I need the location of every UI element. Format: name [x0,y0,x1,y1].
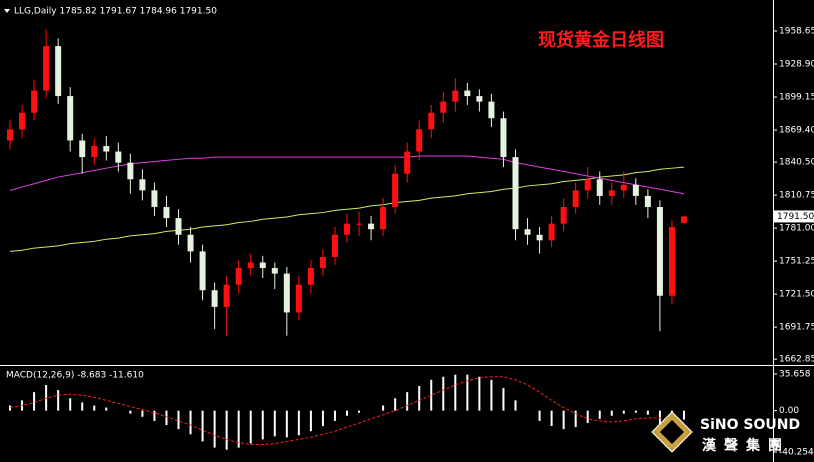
candle-body [139,179,146,191]
candle-body [356,223,363,225]
macd-y-tick-label: 0.00 [779,406,799,416]
candle-body [7,129,14,141]
candle-body [151,190,158,208]
y-tick-label: 1810.75 [779,191,814,201]
candle-body [271,268,278,274]
candle-body [103,146,110,152]
last-price-box [774,210,814,223]
y-tick-label: 1840.50 [779,158,814,168]
candle-body [187,234,194,252]
macd-signal [9,376,685,446]
candle-body [548,223,555,241]
y-tick-label: 1869.40 [779,126,814,136]
logo-name: SiNO SOUND [700,417,800,433]
candle-body [536,234,543,241]
header-arrow [4,9,10,13]
candle-body [247,262,254,269]
y-tick-label: 1899.15 [779,93,814,103]
candle-body [163,207,170,219]
candle-body [476,96,483,102]
y-tick-label: 1662.85 [779,355,814,365]
candle-body [596,179,603,196]
candle-body [500,118,507,158]
candle-body [175,218,182,235]
candle-body [620,184,627,191]
candle-body [680,216,687,223]
candle-body [67,96,74,141]
macd-y-tick-label: 35.658 [779,370,811,380]
candle-body [368,223,375,230]
candle-body [127,162,134,180]
candle-body [560,207,567,224]
candle-body [428,112,435,130]
candle-body [115,151,122,163]
candle-body [319,256,326,269]
candle-body [440,101,447,113]
candle-body [223,284,230,307]
y-tick-label: 1751.25 [779,257,814,267]
candle-body [464,90,471,97]
candle-body [488,101,495,119]
chart-title: 现货黄金日线图 [538,29,664,51]
candle-body [79,140,86,158]
y-tick-label: 1781.00 [779,224,814,234]
candle-body [608,190,615,196]
candle-body [404,151,411,174]
header: LLG,Daily 1785.82 1791.67 1784.96 1791.5… [14,7,217,17]
candle-body [512,157,519,230]
candle-body [199,251,206,291]
last-price-label: 1791.50 [777,212,814,222]
moving-average [9,155,685,195]
candle-body [416,129,423,152]
candle-body [380,207,387,230]
y-tick-label: 1928.90 [779,60,814,70]
candle-body [392,173,399,208]
candle-body [584,179,591,191]
candle-body [283,273,290,313]
candle-body [644,195,651,208]
candle-body [295,284,302,313]
candle-body [43,46,50,91]
candle-body [344,223,350,235]
candle-body [259,262,266,269]
candle-body [19,112,26,130]
candle-body [452,90,459,102]
y-tick-label: 1691.75 [779,323,814,333]
y-tick-label: 1721.50 [779,290,814,300]
candle-body [55,46,62,97]
candle-body [31,90,38,113]
candle-body [572,190,579,208]
logo-cn: 漢聲集團 [702,437,790,454]
moving-average [9,166,685,252]
candle-body [656,207,663,296]
candle-body [307,268,314,285]
candle-body [668,226,675,296]
candle-body [331,234,338,257]
y-tick-label: 1958.65 [779,27,814,37]
candle-body [211,290,218,307]
candle-body [235,268,242,285]
macd-label: MACD(12,26,9) -8.683 -11.610 [6,371,144,381]
logo: SiNO SOUND 漢聲集團 [651,411,800,454]
candle-body [91,146,98,158]
logo-icon-inner [660,420,684,444]
macd-y-tick-label: -40.254 [779,448,814,458]
candle-body [632,184,639,196]
candle-body [524,229,531,235]
